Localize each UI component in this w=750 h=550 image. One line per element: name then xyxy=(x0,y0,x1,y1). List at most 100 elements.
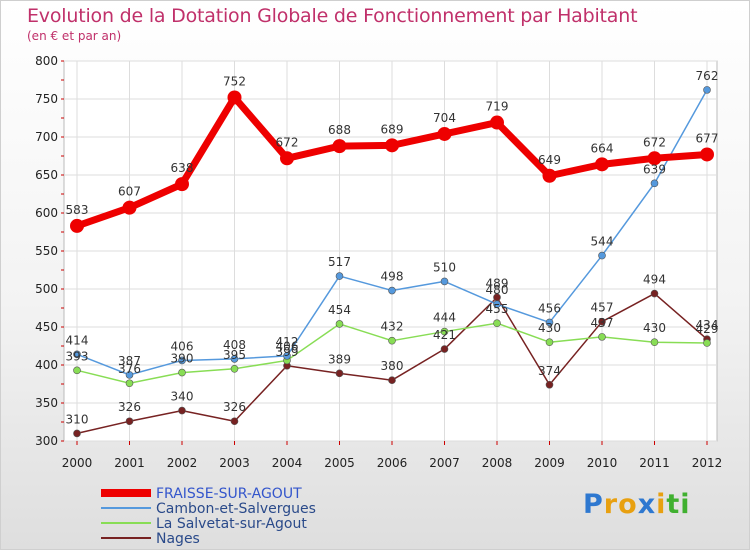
data-point xyxy=(493,319,501,328)
data-point xyxy=(385,138,399,153)
x-tick-label: 2004 xyxy=(272,456,303,470)
logo-letter: P xyxy=(583,489,604,520)
x-tick-label: 2009 xyxy=(534,456,565,470)
data-label: 494 xyxy=(643,273,666,287)
data-point xyxy=(73,429,81,438)
logo-letter: t xyxy=(666,489,681,520)
y-tick-label: 700 xyxy=(35,130,58,144)
x-tick-label: 2006 xyxy=(377,456,408,470)
data-point xyxy=(598,333,606,341)
data-point xyxy=(440,277,449,286)
data-point xyxy=(440,345,449,353)
data-label: 326 xyxy=(118,400,141,414)
data-label: 340 xyxy=(171,390,194,404)
data-point xyxy=(598,317,606,326)
data-point xyxy=(125,379,134,388)
data-label: 649 xyxy=(538,153,561,167)
data-point xyxy=(335,369,344,378)
data-label: 510 xyxy=(433,260,456,274)
x-tick-label: 2012 xyxy=(692,456,723,470)
data-point xyxy=(703,86,711,94)
data-point xyxy=(230,364,239,373)
data-label: 489 xyxy=(486,276,509,290)
data-label: 406 xyxy=(276,339,299,353)
data-label: 414 xyxy=(66,333,89,347)
data-label: 380 xyxy=(381,359,404,373)
legend-entry: Nages xyxy=(156,531,200,547)
data-point xyxy=(230,355,239,363)
legend-entry: La Salvetat-sur-Agout xyxy=(156,516,307,532)
y-tick-label: 800 xyxy=(35,54,58,68)
data-point xyxy=(122,200,137,215)
data-point xyxy=(227,90,242,105)
data-point xyxy=(440,327,449,336)
y-tick-label: 750 xyxy=(35,92,58,106)
data-label: 390 xyxy=(171,352,194,366)
logo-letter: i xyxy=(656,489,667,520)
logo-letter: x xyxy=(637,489,657,520)
data-point xyxy=(595,157,609,172)
data-label: 456 xyxy=(538,301,561,315)
data-point xyxy=(650,289,659,298)
data-label: 672 xyxy=(643,135,666,149)
logo-letter: i xyxy=(680,489,691,520)
data-point xyxy=(73,350,81,359)
data-point xyxy=(280,151,294,166)
data-label: 704 xyxy=(433,111,456,125)
data-point xyxy=(437,126,452,141)
data-point xyxy=(125,371,134,379)
data-label: 688 xyxy=(328,123,351,137)
data-point xyxy=(650,179,659,188)
data-label: 387 xyxy=(118,354,141,368)
y-tick-label: 350 xyxy=(35,396,58,410)
data-label: 437 xyxy=(591,316,614,330)
proxiti-logo: Proxiti xyxy=(583,489,691,520)
data-point xyxy=(493,300,501,309)
data-point xyxy=(332,139,347,154)
data-point xyxy=(70,218,84,233)
data-label: 480 xyxy=(486,283,509,297)
data-label: 638 xyxy=(171,161,194,175)
data-label: 434 xyxy=(696,318,719,332)
data-label: 719 xyxy=(486,100,509,114)
logo-letter: r xyxy=(603,489,619,520)
data-point xyxy=(598,251,606,260)
data-point xyxy=(388,376,396,385)
data-label: 544 xyxy=(591,235,614,249)
data-label: 421 xyxy=(433,328,456,342)
y-tick-label: 400 xyxy=(35,358,58,372)
data-label: 672 xyxy=(276,135,299,149)
logo-letter: o xyxy=(618,489,638,520)
data-label: 429 xyxy=(696,322,719,336)
data-point xyxy=(545,318,554,327)
data-point xyxy=(178,406,186,415)
data-point xyxy=(490,115,504,130)
data-label: 639 xyxy=(643,162,666,176)
y-tick-label: 550 xyxy=(35,244,58,258)
y-tick-label: 650 xyxy=(35,168,58,182)
data-point xyxy=(73,366,81,375)
data-point xyxy=(545,338,554,347)
data-label: 762 xyxy=(696,69,719,83)
data-label: 517 xyxy=(328,255,351,269)
data-label: 389 xyxy=(328,352,351,366)
data-point xyxy=(283,352,291,360)
x-tick-label: 2005 xyxy=(324,456,355,470)
data-point xyxy=(542,168,557,183)
x-tick-label: 2000 xyxy=(62,456,93,470)
data-label: 752 xyxy=(223,74,246,88)
x-tick-label: 2008 xyxy=(482,456,513,470)
data-label: 310 xyxy=(66,412,89,426)
data-label: 376 xyxy=(118,362,141,376)
data-point xyxy=(175,177,189,192)
data-label: 408 xyxy=(223,338,246,352)
chart-title: Evolution de la Dotation Globale de Fonc… xyxy=(27,5,638,27)
y-tick-label: 600 xyxy=(35,206,58,220)
y-tick-label: 300 xyxy=(35,434,58,448)
data-label: 457 xyxy=(591,301,614,315)
data-label: 395 xyxy=(223,348,246,362)
chart-subtitle: (en € et par an) xyxy=(27,29,122,43)
data-point xyxy=(703,339,711,347)
